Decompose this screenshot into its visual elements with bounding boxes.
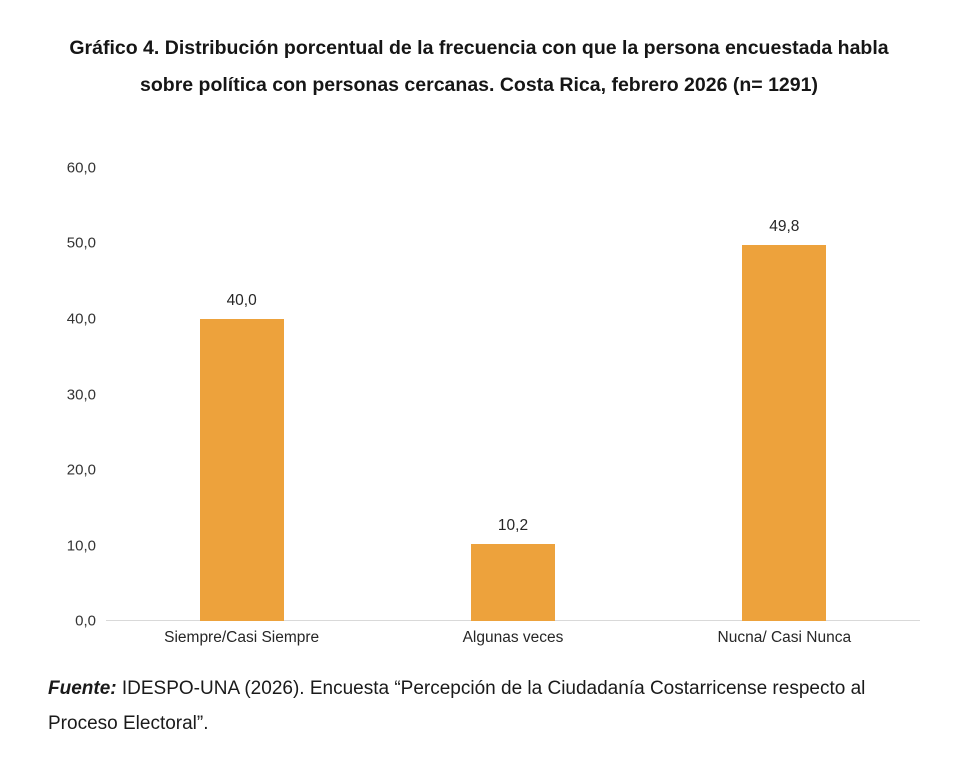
plot-area: 40,0 10,2 49,8 [106,168,920,621]
bar-value-label: 49,8 [769,218,800,236]
y-tick-label: 30,0 [66,386,96,403]
y-tick-label: 10,0 [66,537,96,554]
bar-value-label: 40,0 [226,292,257,310]
y-tick-label: 40,0 [66,310,96,328]
chart-title: Gráfico 4. Distribución porcentual de la… [69,37,889,97]
source-text: IDESPO-UNA (2026). Encuesta “Percepción … [48,678,866,734]
y-tick-label: 60,0 [66,159,96,177]
x-category-label: Algunas veces [462,629,564,646]
bar: 40,0 [199,292,284,621]
source-label: Fuente: [48,678,117,699]
y-tick-label: 50,0 [66,234,96,252]
y-tick-label: 20,0 [66,461,96,479]
x-category-label: Nucna/ Casi Nunca [717,629,852,646]
source-note: Fuente: IDESPO-UNA (2026). Encuesta “Per… [48,672,928,741]
x-category-label: Siempre/Casi Siempre [164,629,320,646]
bar-value-label: 10,2 [497,517,529,534]
y-axis: 0,0 10,0 20,0 30,0 40,0 50,0 60,0 [30,160,96,630]
y-tick-label: 0,0 [75,612,96,630]
bar: 49,8 [742,218,827,621]
bar: 10,2 [471,517,555,621]
x-axis: Siempre/Casi Siempre Algunas veces Nucna/ … [106,629,920,653]
